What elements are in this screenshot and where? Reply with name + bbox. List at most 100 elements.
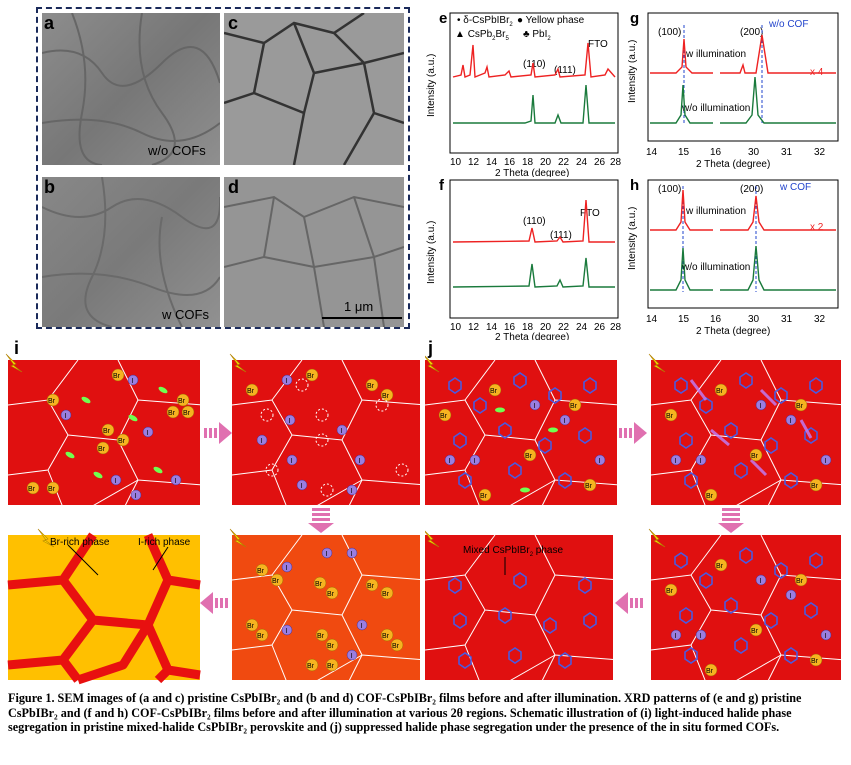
grain-pattern <box>224 13 404 165</box>
peak-200-label: (200) <box>740 184 763 195</box>
arrow-left-icon <box>200 592 228 614</box>
green-curve <box>650 76 836 124</box>
schematic-j-step1 <box>425 353 621 521</box>
mixed-phase-label: Mixed CsPbIBr2 phase <box>463 545 563 558</box>
tick: 16 <box>504 322 516 333</box>
tick: 14 <box>646 147 658 158</box>
arrow-right-icon <box>619 422 647 444</box>
panel-label-j: j <box>428 338 434 358</box>
x-axis-label: 2 Theta (degree) <box>696 326 770 337</box>
legend-cspb2br5: ▲ CsPb2Br5 <box>455 29 509 42</box>
schematic-j: Br I <box>425 353 847 685</box>
grain-pattern <box>42 177 220 327</box>
legend-yellow: ● Yellow phase <box>517 15 585 26</box>
tick: 20 <box>540 322 552 333</box>
xrd-panel-e: e • δ-CsPbIBr2 ● Yellow phase ▲ CsPb2Br5… <box>426 10 622 177</box>
multiplier-label: x 2 <box>810 222 824 233</box>
tick: 24 <box>576 322 588 333</box>
tick: 28 <box>610 322 622 333</box>
panel-label-e: e <box>439 10 447 27</box>
tick: 14 <box>486 157 498 168</box>
legend-delta: • δ-CsPbIBr2 <box>457 15 513 28</box>
y-axis-label: Intensity (a.u.) <box>426 221 437 284</box>
xrd-panel-g: g (100) (200) w/o COF w illumination x 4… <box>628 10 839 170</box>
tick: 20 <box>540 157 552 168</box>
tick: 31 <box>781 314 793 325</box>
tick: 30 <box>748 147 760 158</box>
peak-200-label: (200) <box>740 27 763 38</box>
tick: 26 <box>594 157 606 168</box>
plot-frame <box>449 12 619 154</box>
wo-illumination-label: w/o illumination <box>681 262 750 273</box>
y-axis-label: Intensity (a.u.) <box>426 54 437 117</box>
schematic-i-step3 <box>229 528 425 685</box>
fto-label: FTO <box>580 208 600 219</box>
x-axis-label: 2 Theta (degree) <box>495 168 569 177</box>
x-ticks: 14 15 16 30 31 32 <box>646 147 826 158</box>
tick: 15 <box>678 147 690 158</box>
xrd-panel-f: f FTO (110) (111) Intensity (a.u.) 10 12… <box>426 177 622 340</box>
tick: 22 <box>558 322 570 333</box>
arrow-down-icon <box>718 508 744 533</box>
green-curve <box>452 257 615 288</box>
tick: 18 <box>522 157 534 168</box>
schematic-j-step2 <box>648 353 847 521</box>
sem-image-d <box>224 177 404 327</box>
tick: 10 <box>450 322 462 333</box>
red-curve <box>650 34 836 74</box>
plot-frame <box>449 179 619 319</box>
tick: 22 <box>558 157 570 168</box>
y-axis-label: Intensity (a.u.) <box>628 207 638 270</box>
green-curve <box>650 245 836 291</box>
tick: 16 <box>710 147 722 158</box>
x-axis-label: 2 Theta (degree) <box>696 159 770 170</box>
tick: 28 <box>610 157 622 168</box>
sem-image-c <box>224 13 404 165</box>
x-ticks: 14 15 16 30 31 32 <box>646 314 826 325</box>
tick: 32 <box>814 147 826 158</box>
peak-111-label: (111) <box>550 230 572 241</box>
legend-pbi2: ♣ PbI2 <box>523 29 551 42</box>
w-illumination-label: w illumination <box>685 206 746 217</box>
sem-image-a <box>42 13 220 165</box>
tick: 14 <box>486 322 498 333</box>
arrow-right-icon <box>204 422 232 444</box>
red-curve <box>452 42 616 79</box>
schematic-i-step4 <box>7 528 201 685</box>
tick: 12 <box>468 322 480 333</box>
y-axis-label: Intensity (a.u.) <box>628 40 638 103</box>
peak-110-label: (110) <box>523 216 546 227</box>
panel-label-i: i <box>14 338 20 358</box>
sem-label-c: c <box>228 13 239 33</box>
tick: 12 <box>468 157 480 168</box>
tick: 24 <box>576 157 588 168</box>
sem-label-b: b <box>44 177 55 197</box>
schematic-j-step3 <box>648 528 847 685</box>
tick: 31 <box>781 147 793 158</box>
peak-100-label: (100) <box>658 27 681 38</box>
tick: 16 <box>504 157 516 168</box>
panel-label-h: h <box>630 177 639 194</box>
x-axis-label: 2 Theta (degree) <box>495 332 569 340</box>
schematic-i: Br I <box>5 353 425 685</box>
red-curve <box>650 189 836 231</box>
xrd-panel-h: h (100) (200) w COF w illumination x 2 w… <box>628 177 839 337</box>
schematic-i-step2 <box>229 353 425 521</box>
i-rich-label: I-rich phase <box>138 537 191 548</box>
grain-pattern <box>42 13 220 165</box>
sem-image-b <box>42 177 220 327</box>
panel-label-f: f <box>439 177 445 194</box>
peak-111-label: (111) <box>554 65 576 76</box>
schematic-j-step4 <box>425 528 621 685</box>
sem-label-a: a <box>44 13 55 33</box>
tick: 16 <box>710 314 722 325</box>
scale-bar <box>322 317 402 319</box>
sem-caption-w: w COFs <box>162 307 209 322</box>
tick: 32 <box>814 314 826 325</box>
x-ticks: 10 12 14 16 18 20 22 24 26 28 <box>450 322 622 333</box>
w-illumination-label: w illumination <box>685 49 746 60</box>
plot-frame <box>647 179 839 309</box>
sem-panel: a w/o COFs c b w COFs d 1 μm <box>36 7 410 329</box>
grain-pattern <box>224 195 404 327</box>
arrow-left-icon <box>615 592 643 614</box>
